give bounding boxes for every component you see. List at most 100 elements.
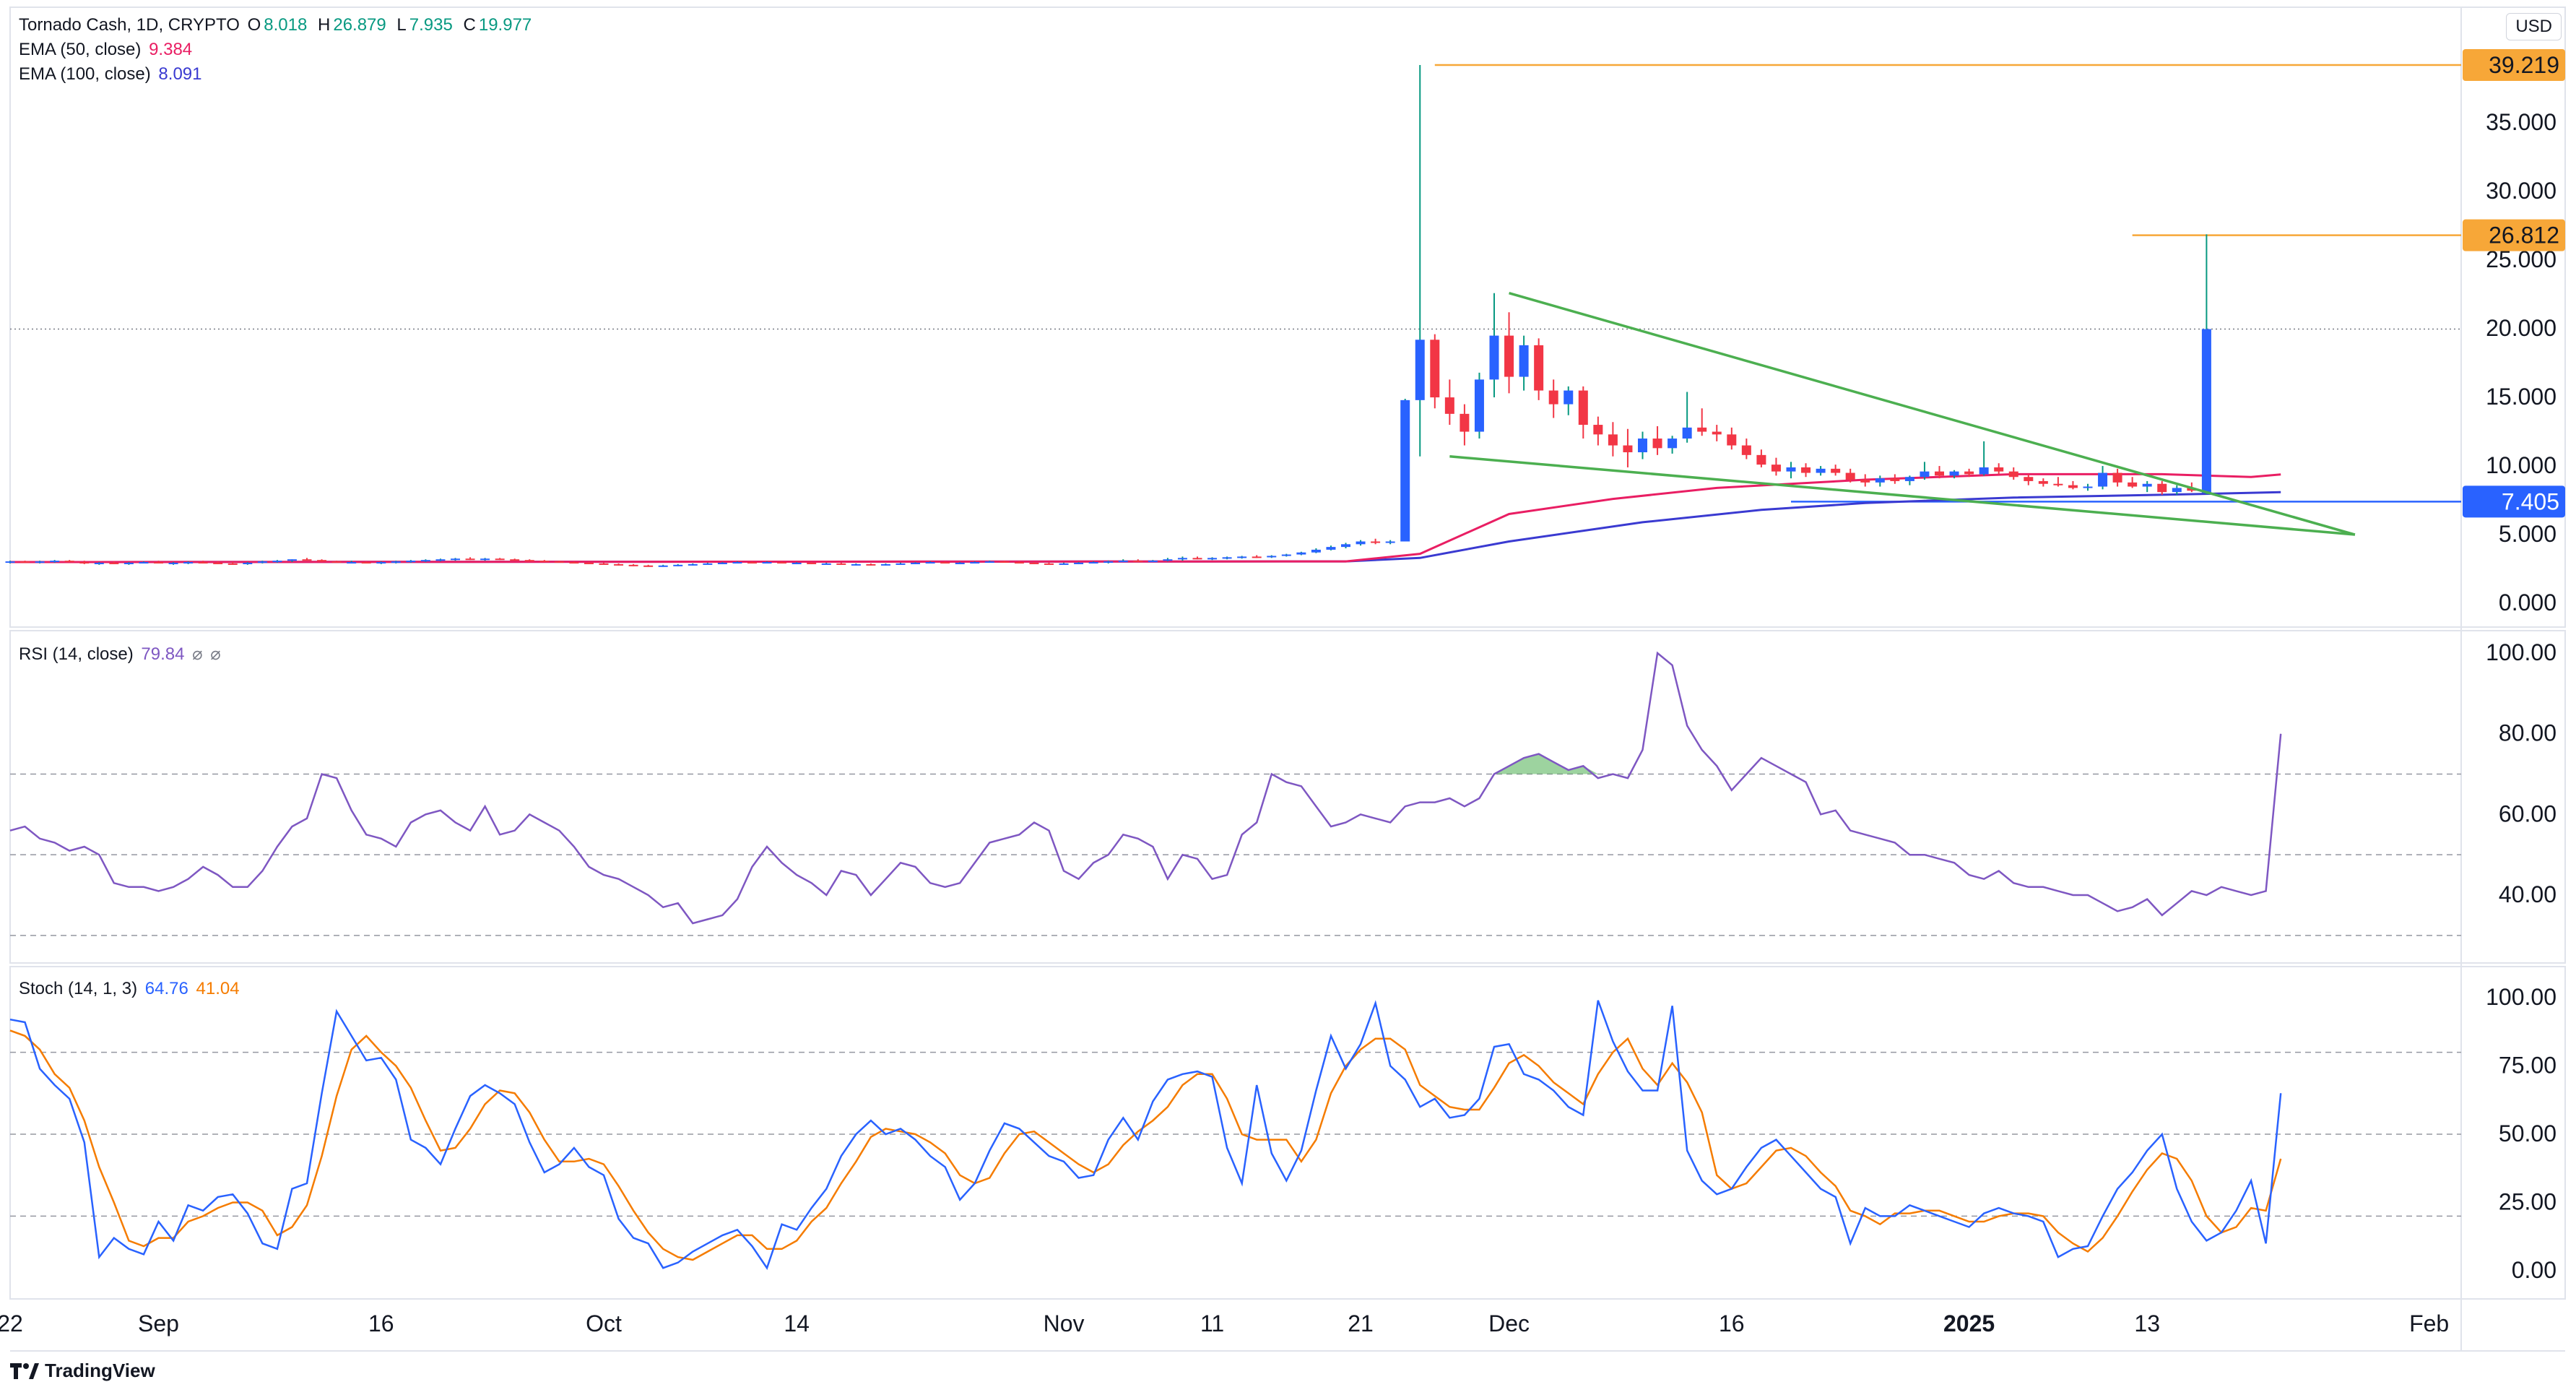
time-tick-label: 16 — [368, 1310, 394, 1336]
price-label-value: 26.812 — [2489, 223, 2559, 249]
candle-body — [747, 562, 757, 564]
candle-body — [1133, 561, 1143, 563]
time-tick-label: Oct — [586, 1310, 622, 1336]
candle-body — [1207, 558, 1218, 560]
candle-body — [1904, 477, 1914, 481]
candle-body — [1103, 561, 1114, 563]
stoch-k-line — [9, 1000, 2282, 1270]
time-tick-label: 21 — [1348, 1310, 1374, 1336]
candle-body — [599, 563, 609, 565]
candle-body — [2142, 483, 2152, 487]
candle-body — [1548, 390, 1558, 405]
candle-body — [465, 558, 475, 561]
candle-body — [732, 562, 742, 564]
candle-body — [1044, 563, 1054, 565]
candle-body — [673, 564, 683, 566]
ohlc-high: H 26.879 — [318, 15, 386, 35]
price-label-value: 39.219 — [2489, 52, 2559, 78]
candle-body — [807, 562, 817, 564]
ema100-label: EMA (100, close) — [19, 64, 151, 84]
ema100-line — [9, 491, 2281, 563]
candle-body — [1578, 390, 1588, 426]
candle-body — [1964, 471, 1974, 475]
candle-body — [2112, 472, 2122, 483]
candle-body — [569, 562, 579, 564]
candle-body — [2157, 483, 2167, 493]
candle-body — [1652, 439, 1662, 449]
candle-body — [614, 563, 624, 566]
candle-body — [2083, 486, 2093, 488]
legend-ema100[interactable]: EMA (100, close) 8.091 — [19, 62, 537, 87]
candle-body — [584, 562, 594, 564]
candle-body — [1415, 340, 1425, 400]
candle-body — [406, 561, 416, 563]
pennant-trendline — [1449, 455, 2356, 536]
candle-body — [1489, 335, 1499, 380]
candle-body — [1890, 478, 1900, 481]
candle-body — [1029, 562, 1039, 564]
candle-body — [628, 564, 638, 566]
candle-body — [2128, 482, 2138, 487]
candle-body — [20, 561, 30, 563]
candle-body — [895, 563, 906, 565]
candle-body — [717, 562, 727, 564]
rsi-pane-frame — [9, 630, 2566, 964]
candle-body — [792, 562, 802, 564]
candle-body — [123, 562, 134, 564]
candle-body — [1296, 552, 1306, 555]
candle-body — [539, 561, 550, 563]
candle-body — [1088, 562, 1098, 564]
price-tick-label: 35.000 — [2486, 109, 2557, 135]
ohlc-close: C 19.977 — [463, 15, 532, 35]
candle-body — [658, 565, 668, 567]
candle-body — [970, 562, 980, 564]
price-pane-frame — [9, 7, 2566, 628]
candle-body — [1252, 556, 1262, 558]
candle-body — [1593, 425, 1603, 435]
candle-body — [1668, 439, 1678, 449]
candle-body — [64, 561, 74, 563]
rsi-line — [9, 651, 2282, 925]
candle-body — [1460, 413, 1470, 432]
candle-body — [851, 563, 861, 566]
candle-body — [227, 563, 238, 565]
currency-selector[interactable]: USD — [2506, 13, 2562, 40]
candle-body — [50, 561, 60, 563]
candle-body — [1712, 431, 1722, 435]
candle-body — [1163, 559, 1173, 561]
pennant-trendline — [1509, 292, 2356, 536]
legend-rsi[interactable]: RSI (14, close) 79.84 ⌀ ⌀ — [19, 642, 224, 667]
candle-body — [1697, 427, 1707, 432]
tradingview-logo[interactable]: TradingView — [10, 1360, 155, 1382]
stoch-k-value: 64.76 — [144, 979, 188, 998]
candle-body — [1474, 379, 1484, 432]
rsi-extra-1: ⌀ — [192, 644, 203, 664]
candle-body — [1608, 434, 1618, 446]
candle-body — [1400, 400, 1410, 542]
candle-body — [1845, 472, 1855, 480]
price-tick-label: 15.000 — [2486, 384, 2557, 410]
candle-body — [1177, 558, 1187, 560]
time-tick-label: Sep — [138, 1310, 179, 1336]
candle-body — [2053, 483, 2063, 485]
legend-price: Tornado Cash, 1D, CRYPTO O 8.018 H 26.879 … — [19, 13, 537, 87]
candle-body — [1816, 468, 1826, 473]
legend-stoch[interactable]: Stoch (14, 1, 3) 64.76 41.04 — [19, 977, 243, 1001]
candle-body — [2201, 329, 2211, 493]
candle-body — [1564, 390, 1574, 405]
candle-body — [302, 559, 312, 561]
candle-body — [331, 561, 342, 563]
candle-body — [480, 558, 490, 561]
candle-body — [1682, 427, 1692, 439]
candle-body — [361, 562, 371, 564]
candle-body — [1074, 562, 1084, 564]
candle-body — [2187, 488, 2197, 491]
time-tick-label: 11 — [1200, 1310, 1224, 1336]
candle-body — [880, 563, 890, 566]
candle-body — [420, 560, 430, 562]
legend-ema50[interactable]: EMA (50, close) 9.384 — [19, 38, 537, 62]
candle-body — [2098, 472, 2108, 487]
candle-body — [1059, 563, 1069, 565]
candle-body — [1875, 478, 1885, 483]
time-tick-label: 16 — [1719, 1310, 1745, 1336]
